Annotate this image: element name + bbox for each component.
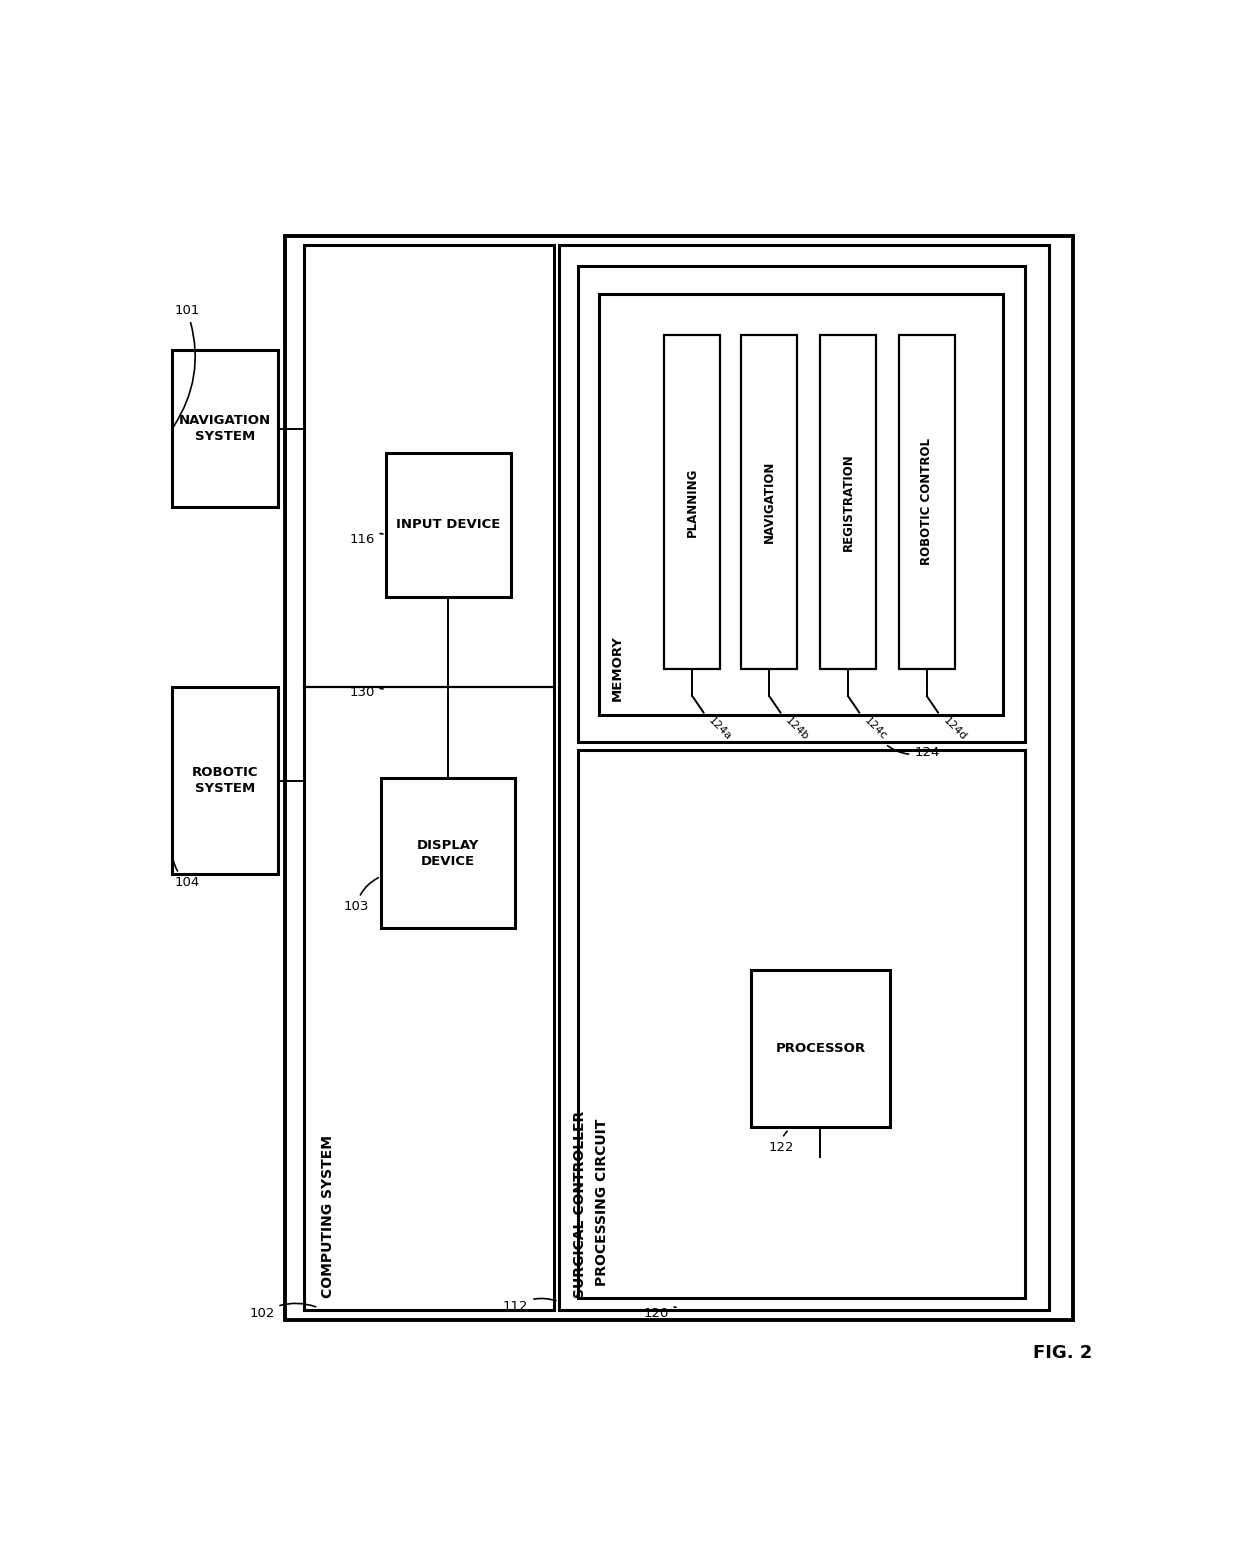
Text: 122: 122	[768, 1131, 794, 1154]
Bar	[578, 751, 1024, 1298]
Bar	[285, 236, 1073, 1320]
Bar	[304, 246, 554, 1311]
Bar	[751, 970, 890, 1128]
Text: FIG. 2: FIG. 2	[1033, 1343, 1092, 1362]
Bar	[820, 335, 875, 669]
Text: 112: 112	[503, 1298, 556, 1314]
Bar	[599, 294, 1003, 715]
Text: COMPUTING SYSTEM: COMPUTING SYSTEM	[321, 1135, 335, 1298]
Text: NAVIGATION: NAVIGATION	[763, 461, 775, 543]
Text: REGISTRATION: REGISTRATION	[842, 454, 854, 551]
Text: 120: 120	[644, 1308, 676, 1320]
Text: PROCESSOR: PROCESSOR	[775, 1042, 866, 1056]
Text: 124a: 124a	[707, 715, 734, 741]
Bar	[381, 777, 516, 929]
Bar	[578, 266, 1024, 741]
Text: ROBOTIC
SYSTEM: ROBOTIC SYSTEM	[192, 766, 258, 795]
Bar	[899, 335, 955, 669]
Text: 103: 103	[343, 877, 378, 913]
Text: 101: 101	[174, 303, 200, 427]
Text: DISPLAY
DEVICE: DISPLAY DEVICE	[417, 838, 480, 868]
Bar	[558, 246, 1049, 1311]
Text: NAVIGATION
SYSTEM: NAVIGATION SYSTEM	[179, 414, 272, 443]
Text: 116: 116	[350, 533, 383, 546]
Bar	[172, 688, 278, 874]
Text: 104: 104	[172, 846, 200, 890]
Text: INPUT DEVICE: INPUT DEVICE	[396, 518, 500, 532]
Text: 102: 102	[249, 1303, 316, 1320]
Text: ROBOTIC CONTROL: ROBOTIC CONTROL	[920, 438, 934, 566]
Bar	[742, 335, 797, 669]
Text: PROCESSING CIRCUIT: PROCESSING CIRCUIT	[595, 1118, 609, 1286]
Text: MEMORY: MEMORY	[610, 635, 624, 701]
Text: 130: 130	[350, 687, 383, 699]
Text: 124b: 124b	[784, 715, 811, 743]
Bar	[665, 335, 720, 669]
Text: 124c: 124c	[862, 715, 889, 741]
Text: 124: 124	[888, 746, 940, 759]
Text: SURGICAL CONTROLLER: SURGICAL CONTROLLER	[573, 1110, 587, 1298]
Text: 124d: 124d	[941, 715, 968, 743]
Text: PLANNING: PLANNING	[686, 468, 698, 536]
Bar	[172, 350, 278, 507]
Bar	[386, 452, 511, 597]
